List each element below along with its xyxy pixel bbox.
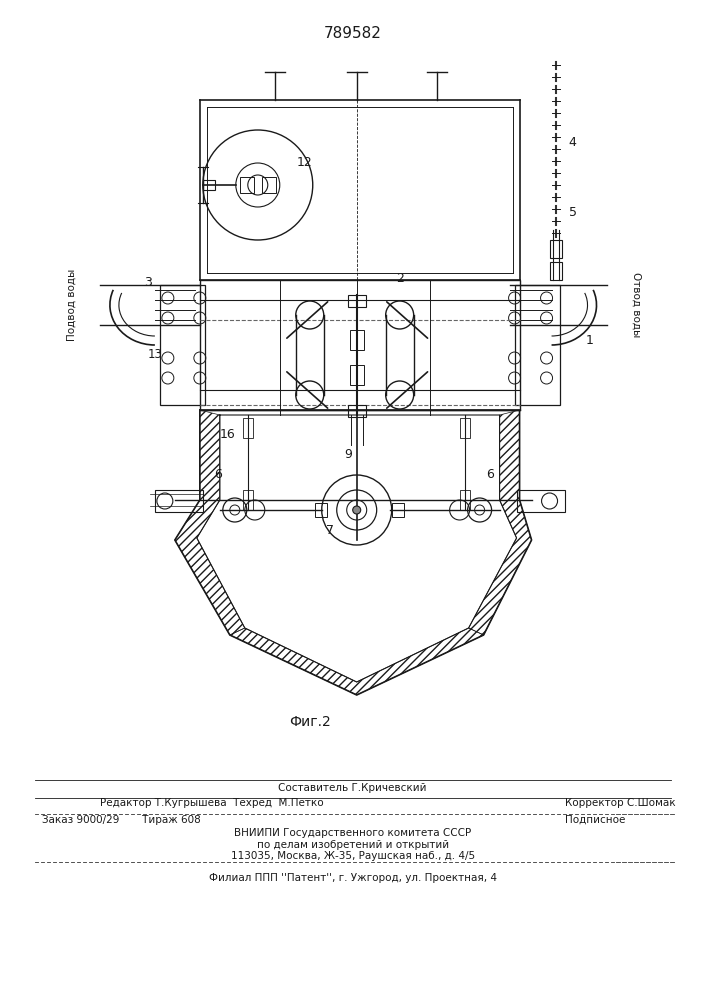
Text: 13: 13 xyxy=(148,349,163,361)
Bar xyxy=(160,285,205,405)
Text: 2: 2 xyxy=(396,271,404,284)
Text: Филиал ППП ''Патент'', г. Ужгород, ул. Проектная, 4: Филиал ППП ''Патент'', г. Ужгород, ул. П… xyxy=(209,873,497,883)
Text: Корректор С.Шомак: Корректор С.Шомак xyxy=(565,798,675,808)
Text: Заказ 9000/29       Тираж 608: Заказ 9000/29 Тираж 608 xyxy=(42,815,201,825)
Bar xyxy=(203,180,215,190)
Text: 1: 1 xyxy=(585,334,593,347)
Bar xyxy=(350,365,363,385)
Bar xyxy=(315,503,327,517)
Bar xyxy=(243,418,253,438)
Text: 16: 16 xyxy=(220,428,235,442)
Polygon shape xyxy=(175,410,532,695)
Bar xyxy=(517,490,565,512)
Bar xyxy=(243,490,253,510)
Text: Редактор Т.Кугрышева  Техред  М.Петко: Редактор Т.Кугрышева Техред М.Петко xyxy=(100,798,324,808)
Bar xyxy=(200,280,520,410)
Bar xyxy=(240,177,254,193)
Bar xyxy=(515,285,559,405)
Text: 113035, Москва, Ж-35, Раушская наб., д. 4/5: 113035, Москва, Ж-35, Раушская наб., д. … xyxy=(230,851,475,861)
Text: 6: 6 xyxy=(486,468,493,482)
Text: 789582: 789582 xyxy=(324,25,382,40)
Text: Подписное: Подписное xyxy=(565,815,625,825)
Bar xyxy=(155,490,203,512)
Text: Фиг.2: Фиг.2 xyxy=(289,715,331,729)
Text: 4: 4 xyxy=(568,136,576,149)
Text: Подвод воды: Подвод воды xyxy=(67,269,77,341)
Bar xyxy=(549,240,561,258)
Bar xyxy=(549,262,561,280)
Bar xyxy=(350,330,363,350)
Text: 9: 9 xyxy=(345,448,353,462)
Text: 7: 7 xyxy=(326,524,334,536)
Text: 3: 3 xyxy=(144,276,152,290)
Circle shape xyxy=(353,506,361,514)
Text: 12: 12 xyxy=(297,156,312,169)
Text: по делам изобретений и открытий: по делам изобретений и открытий xyxy=(257,840,449,850)
Bar xyxy=(460,490,469,510)
Bar xyxy=(348,295,366,307)
Bar xyxy=(348,405,366,417)
Text: 6: 6 xyxy=(214,468,222,482)
Bar xyxy=(392,503,404,517)
Text: 5: 5 xyxy=(568,207,576,220)
Text: Составитель Г.Кричевский: Составитель Г.Кричевский xyxy=(279,783,427,793)
Bar xyxy=(262,177,276,193)
Text: ВНИИПИ Государственного комитета СССР: ВНИИПИ Государственного комитета СССР xyxy=(234,828,472,838)
Text: Отвод воды: Отвод воды xyxy=(631,272,641,338)
Bar xyxy=(460,418,469,438)
